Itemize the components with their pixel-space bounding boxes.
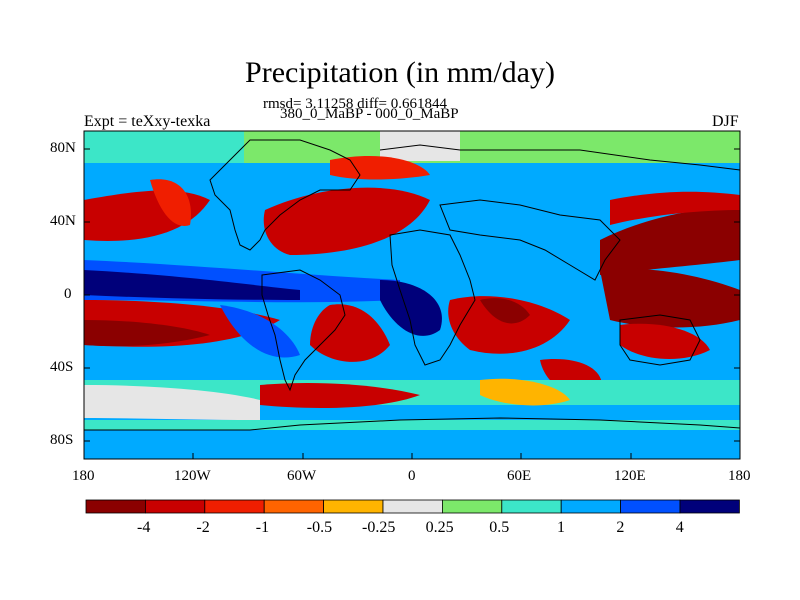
colorbar-label: -1 xyxy=(255,519,270,536)
colorbar-label: -0.5 xyxy=(306,519,333,536)
colorbar-swatch xyxy=(323,499,384,514)
lon-label: 60E xyxy=(507,468,532,484)
map-subtitle: 380_0_MaBP - 000_0_MaBP xyxy=(280,106,459,122)
colorbar-swatch xyxy=(560,499,622,514)
colorbar-swatch xyxy=(85,499,146,514)
lat-label: 0 xyxy=(64,286,72,302)
colorbar-swatch xyxy=(620,499,681,514)
colorbar-label: 4 xyxy=(675,519,684,536)
stats-text: rmsd= 3.11258 diff= 0.661844 xyxy=(263,96,447,112)
lon-label: 180 xyxy=(72,468,95,484)
season-label: DJF xyxy=(712,113,739,130)
colorbar-label: -2 xyxy=(196,519,210,536)
colorbar-swatch xyxy=(144,499,206,514)
lat-label: 80N xyxy=(50,140,76,156)
colorbar-label: -4 xyxy=(137,519,151,536)
lon-label: 180 xyxy=(728,468,751,484)
lon-ticks xyxy=(83,453,741,459)
map-title: Precipitation (in mm/day) xyxy=(245,56,555,89)
colorbar-label: 2 xyxy=(616,519,625,536)
colorbar xyxy=(85,499,740,514)
colorbar-swatch xyxy=(441,499,503,514)
colorbar-label: 0.25 xyxy=(425,519,454,536)
coastlines xyxy=(84,139,741,431)
lon-label: 60W xyxy=(287,468,317,484)
colorbar-swatch xyxy=(679,499,740,514)
lon-label: 0 xyxy=(408,468,416,484)
lat-label: 40N xyxy=(50,213,76,229)
colorbar-swatch xyxy=(382,499,443,514)
colorbar-label: 0.5 xyxy=(489,519,510,536)
lon-label: 120W xyxy=(174,468,211,484)
lon-label: 120E xyxy=(614,468,646,484)
colorbar-swatch xyxy=(501,499,562,514)
colorbar-swatch xyxy=(263,499,325,514)
lat-ticks xyxy=(84,148,740,442)
colorbar-label: -0.25 xyxy=(362,519,396,536)
colorbar-label: 1 xyxy=(557,519,565,536)
experiment-label: Expt = teXxy-texka xyxy=(84,113,211,130)
lat-label: 40S xyxy=(50,359,74,375)
map-field xyxy=(84,131,740,459)
lat-label: 80S xyxy=(50,432,74,448)
colorbar-swatch xyxy=(204,499,265,514)
